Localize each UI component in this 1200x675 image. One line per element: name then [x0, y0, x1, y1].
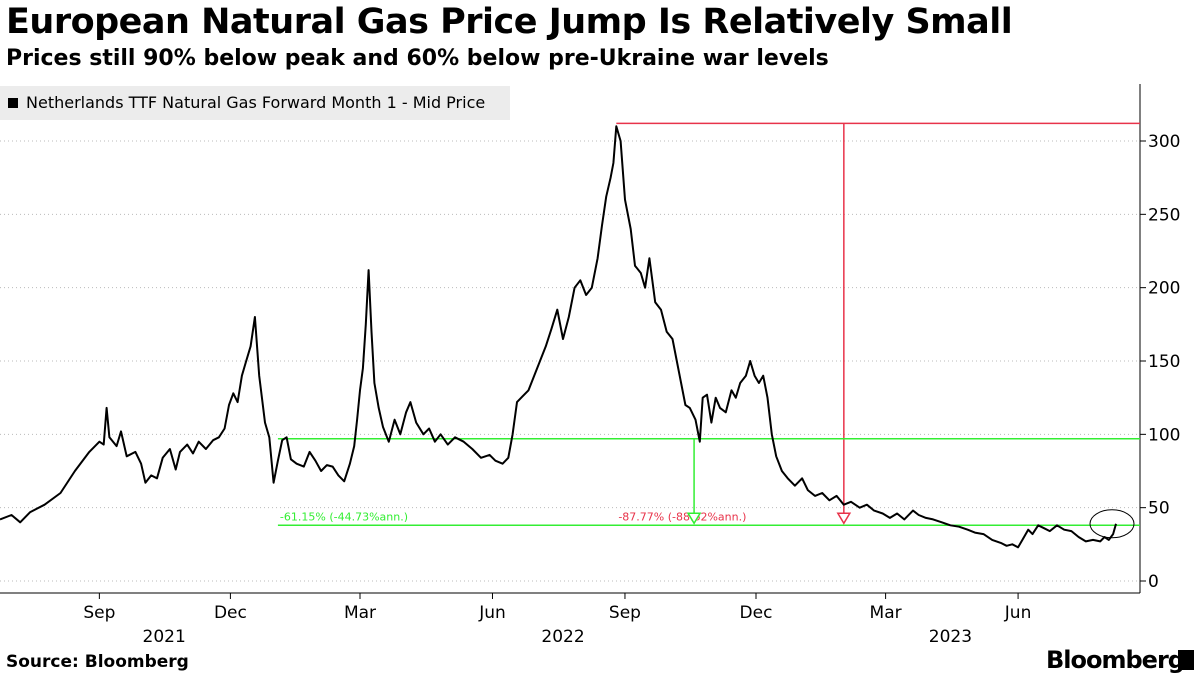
from-pre-war-arrowhead [686, 512, 702, 525]
chart-title: European Natural Gas Price Jump Is Relat… [6, 2, 1013, 42]
series-line [0, 125, 1117, 549]
y-tick-label: 300 [1148, 132, 1180, 152]
x-tick-label: Jun [478, 603, 506, 623]
legend: Netherlands TTF Natural Gas Forward Mont… [0, 86, 510, 120]
x-tick-label: Mar [344, 603, 376, 623]
x-tick-label: Mar [870, 603, 902, 623]
y-tick-label: 50 [1148, 499, 1170, 519]
x-tick-label: Dec [740, 603, 773, 623]
x-year-label: 2021 [143, 627, 186, 647]
source-note: Source: Bloomberg [6, 652, 189, 672]
x-tick-label: Dec [214, 603, 247, 623]
y-tick-label: 200 [1148, 279, 1180, 299]
x-tick-label: Sep [609, 603, 641, 623]
brand-mark-icon [1178, 650, 1194, 670]
from-peak-label: -87.77% (-88.62%ann.) [618, 510, 746, 523]
latest-highlight-circle [1089, 509, 1135, 539]
x-year-label: 2023 [929, 627, 972, 647]
legend-swatch [8, 98, 18, 108]
x-tick-label: Sep [83, 603, 115, 623]
x-tick-label: Jun [1004, 603, 1032, 623]
from-peak-arrowhead [836, 512, 852, 525]
y-tick-label: 150 [1148, 352, 1180, 372]
y-tick-label: 100 [1148, 425, 1180, 445]
brand-logo: Bloomberg [1046, 646, 1185, 674]
legend-label: Netherlands TTF Natural Gas Forward Mont… [26, 93, 486, 112]
y-tick-label: 250 [1148, 205, 1180, 225]
x-year-label: 2022 [541, 627, 584, 647]
y-tick-label: 0 [1148, 572, 1159, 592]
chart-subtitle: Prices still 90% below peak and 60% belo… [6, 46, 829, 71]
from-pre-war-label: -61.15% (-44.73%ann.) [280, 510, 408, 523]
